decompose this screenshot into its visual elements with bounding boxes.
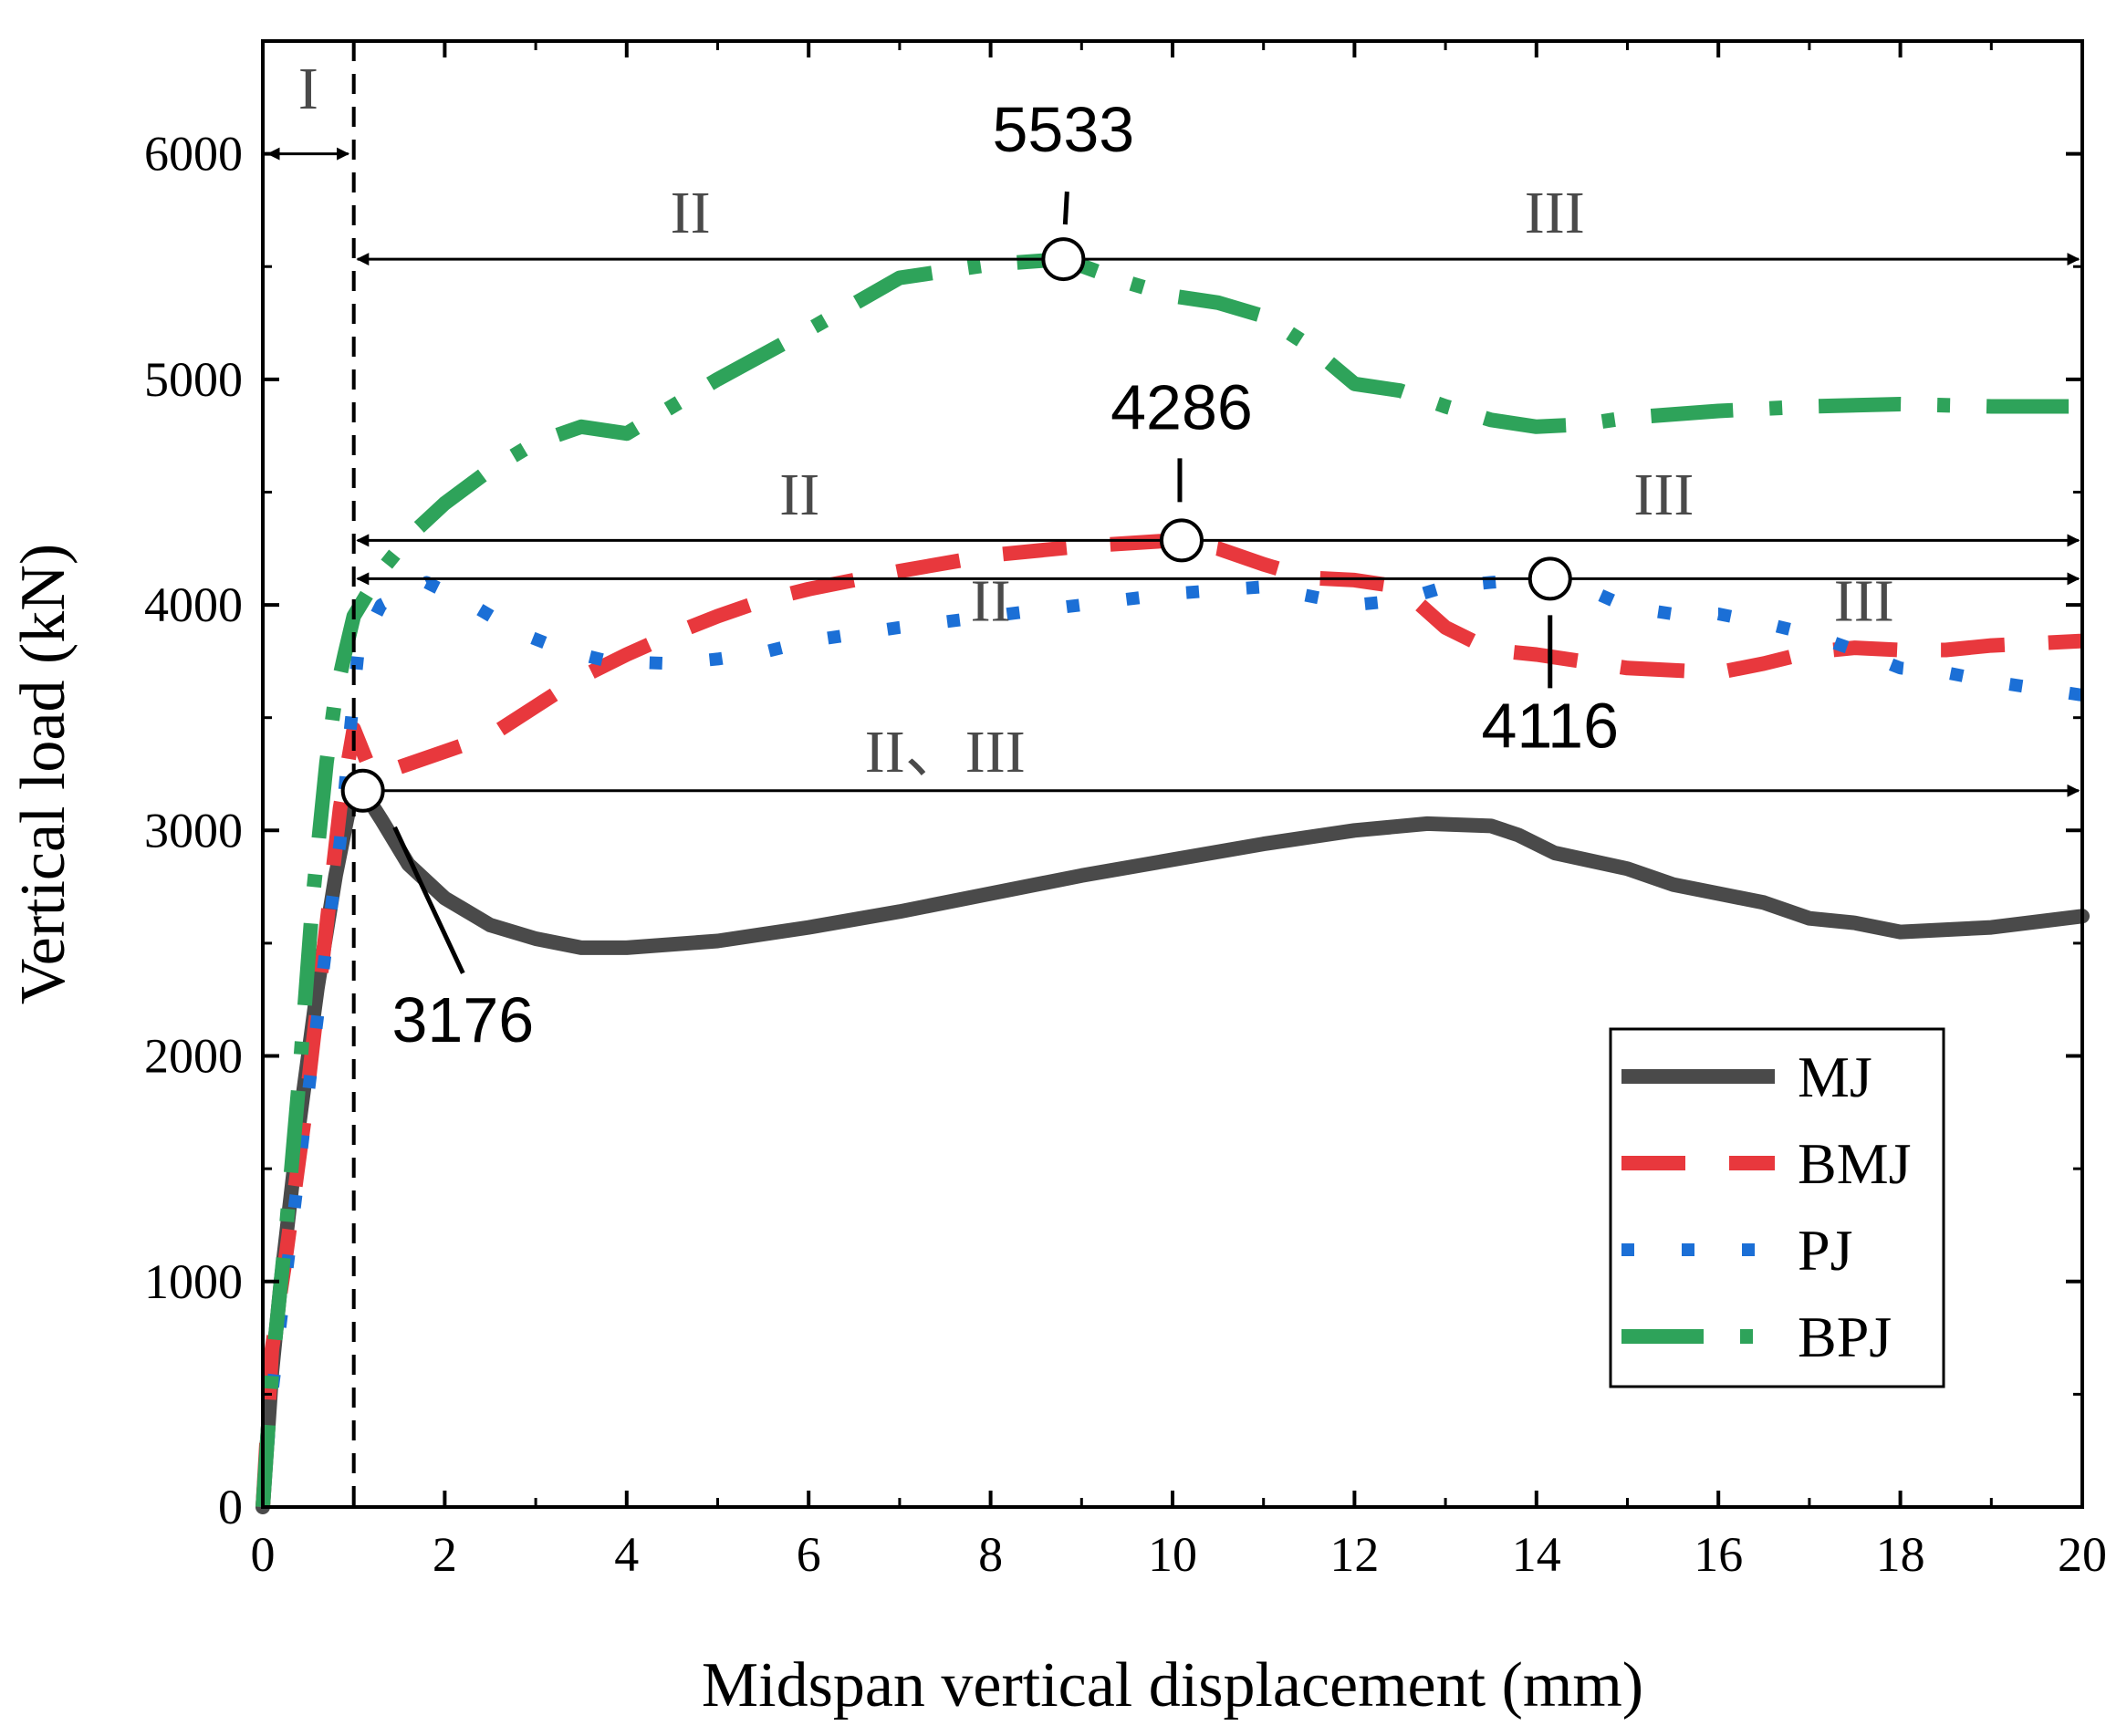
series-line-mj [255, 783, 2090, 1514]
x-tick-label: 2 [433, 1527, 457, 1582]
x-tick-label: 12 [1329, 1527, 1379, 1582]
x-tick-label: 0 [251, 1527, 276, 1582]
stage-label-7: II、III [865, 719, 1026, 785]
stage-label-5: II [971, 567, 1011, 634]
stage-label-6: III [1834, 567, 1894, 634]
x-tick-label: 4 [614, 1527, 639, 1582]
x-tick-label: 16 [1694, 1527, 1743, 1582]
y-tick-label: 2000 [144, 1029, 243, 1084]
stage-label-0: I [298, 56, 318, 122]
x-tick-label: 8 [978, 1527, 1003, 1582]
series-line-bmj [255, 533, 2083, 1508]
x-tick-label: 6 [797, 1527, 821, 1582]
y-tick-label: 0 [218, 1480, 243, 1534]
y-tick-label: 4000 [144, 577, 243, 632]
legend-label-bpj: BPJ [1798, 1305, 1892, 1369]
peak-label-bpj: 5533 [992, 94, 1134, 165]
x-tick-label: 10 [1148, 1527, 1197, 1582]
peak-label-pj: 4116 [1481, 690, 1619, 761]
y-axis-title: Vertical load (kN) [8, 544, 78, 1004]
x-tick-label: 20 [2058, 1527, 2107, 1582]
series-layer [255, 252, 2090, 1514]
stage-label-3: II [779, 462, 819, 528]
peak-label-bmj: 4286 [1110, 371, 1253, 442]
peak-leader-bpj [1062, 191, 1069, 225]
peak-leader-mj [392, 826, 465, 974]
stage-label-1: II [671, 180, 711, 246]
peak-label-mj: 3176 [391, 984, 534, 1055]
axes-layer: 0 2 4 6 8 10 12 14 16 18 20 0 1000 2000 3000 4000 5000 60… [8, 39, 2107, 1720]
legend-label-pj: PJ [1798, 1218, 1853, 1283]
legend-label-mj: MJ [1798, 1045, 1872, 1109]
peak-marker-mj [340, 768, 385, 813]
legend: MJ BMJ PJ BPJ [1609, 1027, 1945, 1388]
peak-marker-bmj [1159, 518, 1204, 563]
y-tick-label: 6000 [144, 127, 243, 182]
legend-box [1609, 1027, 1945, 1388]
stage-label-2: III [1525, 180, 1585, 246]
y-tick-label: 3000 [144, 803, 243, 858]
y-tick-label: 5000 [144, 352, 243, 407]
x-tick-label: 18 [1876, 1527, 1925, 1582]
peak-marker-bpj [1041, 237, 1086, 282]
y-tick-label: 1000 [144, 1254, 243, 1309]
stage-label-4: III [1633, 462, 1694, 528]
x-tick-label: 14 [1512, 1527, 1561, 1582]
x-axis-title: Midspan vertical displacement (mm) [702, 1650, 1643, 1720]
peak-marker-pj [1527, 556, 1572, 601]
legend-label-bmj: BMJ [1798, 1131, 1912, 1196]
